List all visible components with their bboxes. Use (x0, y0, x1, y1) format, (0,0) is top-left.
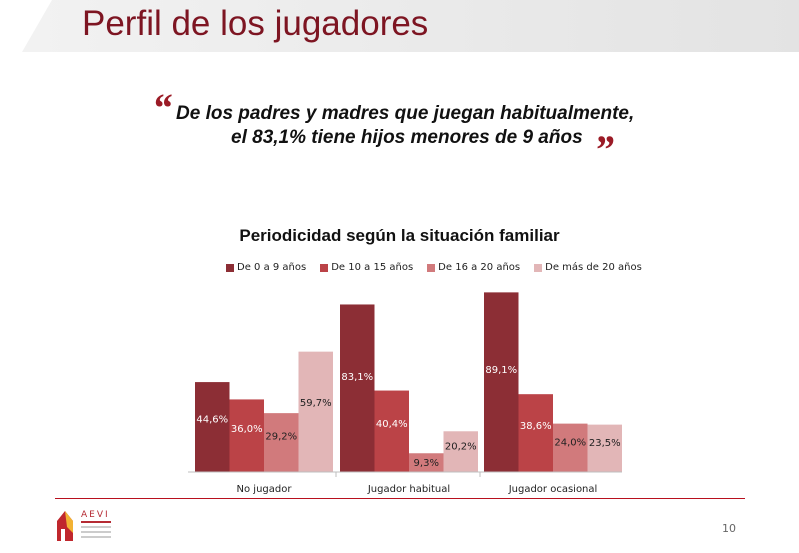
legend-swatch-2 (427, 263, 436, 272)
logo-text: AEVI (81, 510, 110, 520)
close-quote-mark: ” (594, 127, 614, 172)
chart-title: Periodicidad según la situación familiar (239, 226, 560, 245)
data-label-1-0: 83,1% (341, 372, 373, 383)
data-label-2-0: 89,1% (485, 365, 517, 376)
x-tick-label-0: No jugador (237, 484, 293, 495)
legend-item-2: De 16 a 20 años (427, 262, 520, 273)
bar-0-2 (264, 413, 299, 472)
open-quote-mark: “ (152, 85, 172, 130)
data-label-2-2: 24,0% (554, 437, 586, 448)
data-label-0-3: 59,7% (300, 398, 332, 409)
legend-label-1: De 10 a 15 años (331, 262, 414, 273)
aevi-logo-icon (57, 511, 111, 541)
legend-label-3: De más de 20 años (545, 262, 642, 273)
legend-swatch-1 (320, 263, 329, 272)
bar-1-3 (443, 431, 478, 472)
data-label-0-1: 36,0% (231, 424, 263, 435)
legend-swatch-0 (226, 263, 234, 272)
bar-1-2 (409, 453, 444, 472)
legend-label-2: De 16 a 20 años (438, 262, 521, 273)
data-label-1-3: 20,2% (445, 442, 477, 453)
data-label-2-3: 23,5% (589, 438, 621, 449)
x-tick-label-1: Jugador habitual (367, 484, 450, 495)
legend-item-1: De 10 a 15 años (320, 262, 413, 273)
page-number: 10 (722, 522, 736, 535)
x-tick-label-2: Jugador ocasional (508, 484, 598, 495)
bar-0-3 (298, 351, 333, 472)
data-label-0-2: 29,2% (265, 432, 297, 443)
legend-swatch-3 (534, 263, 543, 272)
quote-line-2: el 83,1% tiene hijos menores de 9 años (231, 127, 583, 148)
legend-item-0: De 0 a 9 años (226, 262, 306, 273)
chart-legend: De 0 a 9 años De 10 a 15 años De 16 a 20… (226, 262, 642, 273)
data-label-2-1: 38,6% (520, 421, 552, 432)
data-label-1-1: 40,4% (376, 419, 408, 430)
quote-line-1: De los padres y madres que juegan habitu… (176, 103, 635, 124)
footer-divider (55, 498, 745, 499)
bar-2-0 (484, 292, 519, 472)
bar-0-1 (229, 399, 264, 472)
data-label-0-0: 44,6% (196, 415, 228, 426)
bar-1-0 (340, 304, 375, 472)
legend-item-3: De más de 20 años (534, 262, 642, 273)
page-title: Perfil de los jugadores (82, 4, 429, 43)
bar-2-1 (518, 394, 553, 472)
bar-1-1 (374, 390, 409, 472)
bar-0-0 (195, 382, 230, 472)
data-label-1-2: 9,3% (414, 458, 439, 469)
legend-label-0: De 0 a 9 años (237, 262, 307, 273)
bar-2-3 (587, 424, 622, 472)
bar-2-2 (553, 423, 588, 472)
title-band (22, 0, 799, 52)
